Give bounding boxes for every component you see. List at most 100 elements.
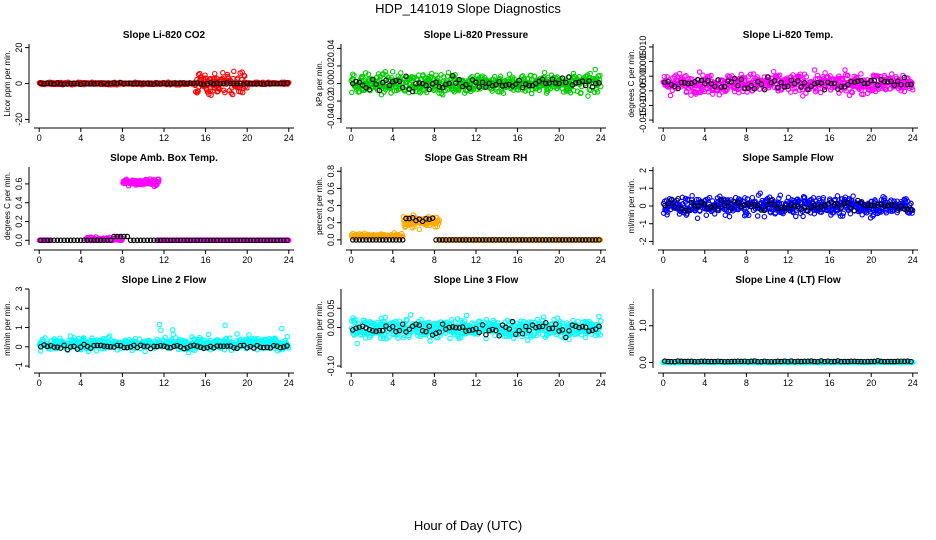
data-point: [107, 80, 114, 87]
data-point: [861, 80, 868, 87]
y-tick-label: 1: [638, 186, 648, 191]
data-point: [493, 81, 499, 88]
y-tick-label: 0.0: [326, 234, 336, 247]
x-tick-label: 4: [390, 255, 395, 265]
data-point: [800, 93, 806, 99]
data-point: [270, 80, 277, 87]
data-point: [543, 80, 549, 87]
x-tick-label: 24: [284, 255, 294, 265]
data-point: [197, 237, 204, 244]
data-point: [716, 92, 723, 98]
data-point: [400, 233, 406, 240]
data-point: [416, 80, 423, 86]
data-point: [718, 84, 725, 90]
y-tick-label: -0.015: [638, 107, 648, 133]
data-point: [217, 80, 224, 87]
data-point: [234, 237, 240, 244]
data-point: [491, 73, 498, 80]
y-tick-label: 0.4: [14, 196, 24, 209]
data-point: [244, 80, 250, 87]
data-point: [791, 80, 798, 87]
data-point: [177, 80, 184, 87]
data-point: [449, 73, 456, 79]
y-tick-label: 0.000: [638, 65, 648, 88]
data-point: [822, 70, 828, 76]
x-tick-label: 8: [120, 255, 125, 265]
data-point: [811, 67, 818, 73]
data-point: [191, 237, 197, 244]
data-point: [156, 321, 163, 328]
data-point: [439, 85, 446, 91]
points: [348, 212, 604, 243]
data-point: [489, 82, 496, 89]
data-point: [520, 73, 526, 79]
data-point: [559, 75, 566, 81]
y-tick-label: 0.2: [326, 216, 336, 229]
x-tick-label: 16: [201, 133, 211, 143]
data-point: [818, 80, 824, 86]
x-tick-label: 0: [661, 133, 666, 143]
data-point: [174, 237, 180, 244]
data-point: [231, 68, 237, 75]
data-point: [144, 80, 151, 87]
y-tick-label: -20: [14, 113, 24, 126]
points: [36, 68, 292, 98]
data-point: [241, 72, 247, 79]
data-point: [399, 84, 406, 91]
x-tick-label: 4: [390, 133, 395, 143]
data-point: [513, 81, 519, 87]
data-point: [207, 80, 214, 86]
x-tick-label: 0: [37, 378, 42, 388]
data-point: [267, 81, 274, 87]
data-point: [526, 82, 532, 89]
data-point: [51, 81, 57, 87]
data-point: [586, 78, 592, 84]
data-point: [228, 90, 235, 96]
data-point: [207, 237, 214, 244]
data-point: [463, 312, 470, 319]
x-tick-label: 8: [432, 255, 437, 265]
panel-title: Slope Li-820 Pressure: [424, 30, 529, 41]
y-axis-label: degrees C per min.: [627, 49, 636, 117]
data-point: [798, 84, 804, 90]
panel-4: Slope Amb. Box Temp.degrees C per min.0 4…: [3, 153, 294, 265]
data-point: [373, 81, 379, 87]
data-point: [721, 83, 728, 90]
data-point: [755, 78, 761, 85]
points: [660, 190, 916, 222]
data-point: [497, 75, 503, 82]
x-tick-label: 0: [349, 133, 354, 143]
data-point: [665, 78, 671, 85]
y-tick-label: 0.8: [326, 165, 336, 178]
data-point: [778, 79, 784, 86]
data-point: [231, 80, 237, 87]
y-tick-label: 0.02: [326, 57, 336, 75]
data-point: [705, 77, 711, 84]
data-point: [821, 86, 828, 93]
data-point: [834, 193, 841, 199]
data-point: [131, 237, 137, 244]
x-tick-label: 4: [78, 255, 83, 265]
data-point: [280, 80, 287, 87]
data-point: [131, 80, 137, 87]
panel-title: Slope Li-820 CO2: [123, 30, 206, 41]
data-point: [247, 81, 254, 87]
data-point: [84, 237, 91, 244]
data-point: [685, 81, 691, 87]
data-point: [246, 332, 252, 338]
data-point: [161, 80, 167, 87]
x-tick-label: 4: [78, 133, 83, 143]
data-point: [771, 78, 778, 84]
x-tick-label: 4: [702, 133, 707, 143]
data-point: [64, 237, 71, 244]
x-tick-label: 12: [471, 133, 481, 143]
data-point: [579, 78, 586, 84]
data-point: [497, 73, 504, 80]
data-point: [54, 237, 61, 244]
data-point: [433, 79, 439, 85]
data-point: [224, 71, 231, 78]
data-point: [842, 67, 848, 73]
data-point: [738, 76, 745, 83]
